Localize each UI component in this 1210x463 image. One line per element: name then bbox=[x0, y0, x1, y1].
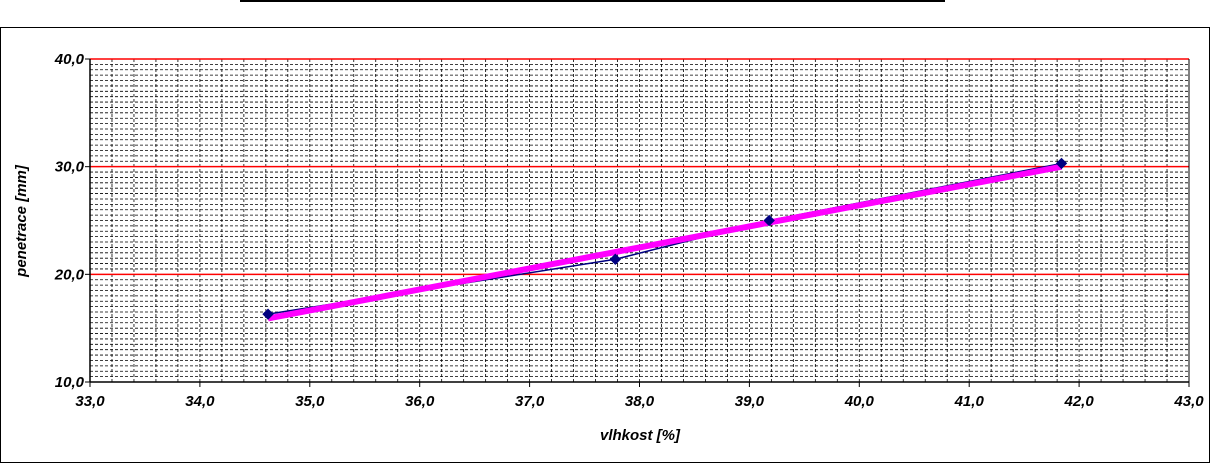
series-1-point bbox=[609, 253, 622, 265]
grid bbox=[90, 58, 1189, 382]
x-tick-label: 35,0 bbox=[295, 393, 325, 410]
x-tick-label: 38,0 bbox=[625, 393, 655, 410]
y-tick-labels: 10,0 20,0 30,0 40,0 bbox=[54, 51, 85, 391]
x-tick-label: 41,0 bbox=[954, 393, 985, 410]
y-tick-label: 40,0 bbox=[54, 51, 85, 68]
series-1-point bbox=[763, 214, 775, 227]
x-tick-label: 36,0 bbox=[405, 393, 435, 410]
x-tick-label: 40,0 bbox=[844, 393, 875, 410]
y-tick-label: 10,0 bbox=[55, 374, 85, 391]
series-1-point bbox=[1055, 157, 1068, 170]
series-1-point bbox=[262, 308, 274, 320]
y-tick-label: 30,0 bbox=[55, 159, 85, 176]
x-tick-label: 42,0 bbox=[1063, 393, 1094, 410]
x-tick-label: 34,0 bbox=[185, 393, 215, 410]
x-tick-label: 33,0 bbox=[75, 393, 105, 410]
x-tick-labels: 33,0 34,0 35,0 36,0 37,0 38,0 39,0 40,0 41,0 42,0… bbox=[75, 393, 1204, 410]
x-tick-label: 43,0 bbox=[1173, 393, 1204, 410]
x-tick-label: 37,0 bbox=[515, 393, 545, 410]
axes bbox=[85, 58, 1190, 387]
series-group bbox=[262, 157, 1068, 322]
y-axis-label: penetrace [mm] bbox=[13, 164, 30, 278]
chart-border bbox=[0, 27, 1210, 463]
x-axis-label: vlhkost [%] bbox=[600, 427, 681, 444]
series-1-line bbox=[267, 162, 1062, 315]
x-tick-label: 39,0 bbox=[735, 393, 765, 410]
series-2-line bbox=[267, 163, 1063, 322]
y-tick-label: 20,0 bbox=[54, 266, 85, 283]
